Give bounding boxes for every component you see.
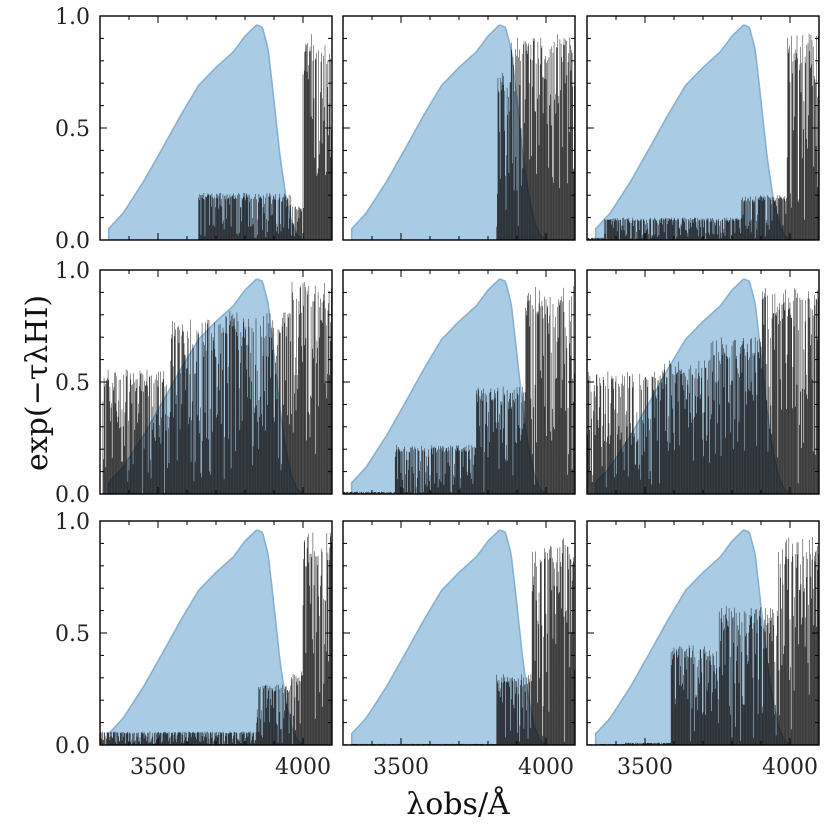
y-tick-label: 0.0 — [55, 229, 90, 254]
y-tick-label: 0.5 — [55, 371, 90, 396]
transmission-spectrum — [198, 34, 332, 240]
x-axis-label: λobs/Å — [406, 786, 510, 822]
x-tick-label: 4000 — [518, 755, 574, 780]
transmission-spectrum — [100, 532, 332, 745]
panel-grid — [99, 15, 820, 746]
panel-r2-c2 — [586, 520, 820, 746]
y-axis-label: exp(−τλHI) — [20, 295, 55, 471]
transmission-spectrum — [587, 33, 819, 240]
transmission-spectrum — [343, 286, 575, 494]
filter-curve — [107, 529, 305, 745]
panel-ticks — [586, 269, 820, 495]
panel-r2-c1 — [342, 520, 576, 746]
x-tick-label: 3500 — [130, 755, 186, 780]
x-tick-labels: 3500 4000 3500 4000 3500 4000 — [130, 755, 818, 780]
panel-r1-c2 — [586, 269, 820, 495]
panel-r1-c0 — [99, 269, 333, 495]
y-tick-label: 1.0 — [55, 5, 90, 30]
filter-curve — [107, 24, 305, 240]
panel-r1-c1 — [342, 269, 576, 495]
y-tick-label: 0.5 — [55, 622, 90, 647]
filter-curve — [350, 24, 548, 240]
x-tick-label: 4000 — [762, 755, 818, 780]
y-tick-label: 0.0 — [55, 734, 90, 759]
x-tick-label: 4000 — [275, 755, 331, 780]
panel-ticks — [342, 15, 576, 241]
x-tick-label: 3500 — [373, 755, 429, 780]
panel-ticks — [99, 520, 333, 746]
filter-curve — [594, 24, 792, 240]
panel-r2-c0 — [99, 520, 333, 746]
y-tick-label: 0.5 — [55, 117, 90, 142]
transmission-spectrum — [587, 288, 819, 494]
transmission-spectrum — [102, 281, 332, 494]
panel-ticks — [99, 269, 333, 495]
transmission-spectrum — [496, 34, 575, 240]
y-tick-label: 1.0 — [55, 259, 90, 284]
panel-r0-c1 — [342, 15, 576, 241]
panel-r0-c0 — [99, 15, 333, 241]
y-tick-label: 0.0 — [55, 483, 90, 508]
panel-ticks — [342, 269, 576, 495]
panel-ticks — [586, 520, 820, 746]
panel-ticks — [342, 520, 576, 746]
panel-ticks — [586, 15, 820, 241]
y-tick-labels: 0.00.51.00.00.51.00.00.51.0 — [55, 5, 90, 759]
panel-ticks — [99, 15, 333, 241]
panel-r0-c2 — [586, 15, 820, 241]
x-tick-label: 3500 — [617, 755, 673, 780]
y-tick-label: 1.0 — [55, 510, 90, 535]
